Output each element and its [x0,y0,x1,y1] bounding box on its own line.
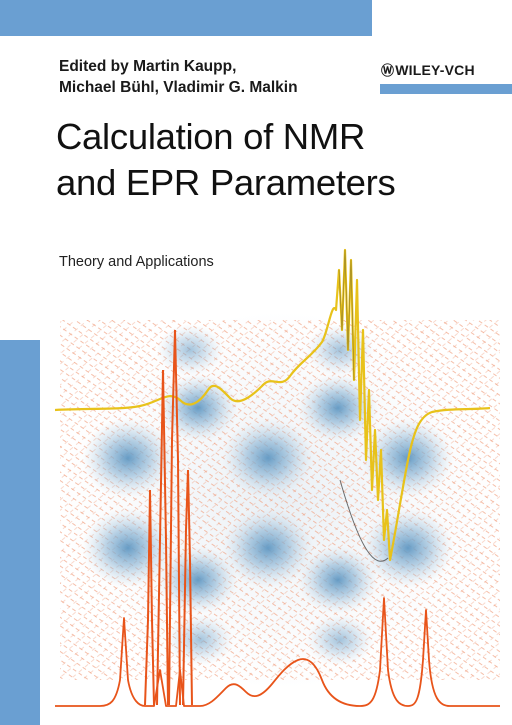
publisher-logo: ⓌWILEY-VCH [381,60,475,79]
book-title: Calculation of NMR and EPR Parameters [56,114,396,206]
orange-spikes [144,329,193,706]
editors-line-2: Michael Bühl, Vladimir G. Malkin [59,79,298,96]
title-line-2: and EPR Parameters [56,162,396,203]
title-line-1: Calculation of NMR [56,116,366,157]
yellow-trace-shadow [339,479,389,562]
side-color-band [0,340,40,725]
orange-spectrum-trace [55,597,500,707]
top-color-band [0,0,372,36]
wiley-logo-icon: Ⓦ [381,63,395,78]
book-subtitle: Theory and Applications [59,254,214,270]
publisher-color-band [380,84,512,94]
cover-artwork [54,248,500,707]
editors-line-1: Edited by Martin Kaupp, [59,58,237,75]
vector-field [60,310,500,690]
editors: Edited by Martin Kaupp, Michael Bühl, Vl… [59,56,298,98]
publisher-name: WILEY-VCH [395,62,475,78]
yellow-spectrum-trace [54,248,491,562]
